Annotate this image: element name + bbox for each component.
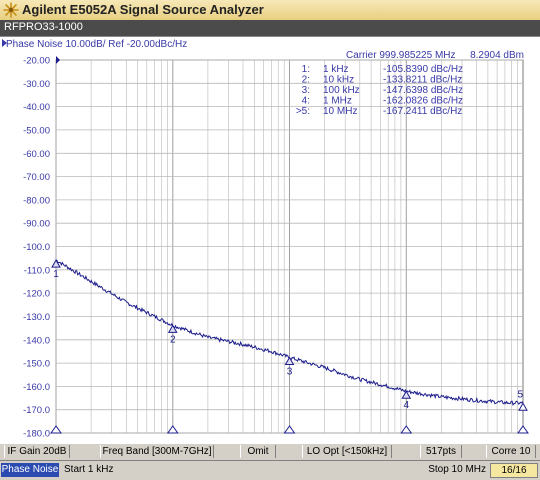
axis-marker-icon <box>400 425 413 434</box>
marker-label: 2 <box>170 334 176 345</box>
y-tick-label: -30.00 <box>23 79 50 90</box>
y-tick-label: -100.0 <box>23 242 50 253</box>
axis-marker-icon <box>50 425 62 434</box>
y-tick-label: -70.00 <box>23 172 50 183</box>
points-status[interactable]: 517pts <box>420 445 462 458</box>
y-tick-label: -60.00 <box>23 149 50 160</box>
y-tick-label: -90.00 <box>23 219 50 230</box>
mode-indicator[interactable]: Phase Noise <box>1 463 59 477</box>
plot-area[interactable]: -20.00 -30.00 -40.00 -50.00 -60.00 -70.00 -80.… <box>0 36 540 444</box>
marker-triangle-icon <box>518 402 528 411</box>
marker-label: 5 <box>517 389 523 400</box>
window-title: Agilent E5052A Signal Source Analyzer <box>22 2 264 17</box>
stop-frequency: Stop 10 MHz <box>428 464 486 475</box>
axis-marker-icon <box>166 425 179 434</box>
marker-table-id: 2: <box>302 75 310 86</box>
y-tick-label: -150.0 <box>23 359 50 370</box>
carrier-label: Carrier 999.985225 MHz <box>346 50 456 61</box>
marker-table-value: -147.6398 dBc/Hz <box>383 85 463 96</box>
marker-label: 1 <box>53 269 59 280</box>
y-tick-label: -80.00 <box>23 195 50 206</box>
marker-table-value: -162.0826 dBc/Hz <box>383 96 463 107</box>
y-tick-label: -110.0 <box>24 265 50 276</box>
y-tick-label: -180.0 <box>23 429 50 440</box>
channel-bar: RFPRO33-1000 <box>0 20 540 36</box>
bottom-bar: Phase Noise Start 1 kHz Stop 10 MHz 16/1… <box>0 460 540 480</box>
status-bar: IF Gain 20dB Freq Band [300M-7GHz] Omit … <box>0 443 540 460</box>
marker-table-value: -167.2411 dBc/Hz <box>383 106 462 117</box>
marker-label: 4 <box>403 400 409 411</box>
marker-label: 3 <box>287 367 293 378</box>
y-tick-label: -160.0 <box>23 382 50 393</box>
page-indicator[interactable]: 16/16 <box>490 463 538 478</box>
axis-markers <box>50 425 529 434</box>
marker-table-freq: 1 kHz <box>323 64 349 75</box>
carrier-power: 8.2904 dBm <box>470 50 524 61</box>
marker-table: 1: 1 kHz -105.8390 dBc/Hz 2: 10 kHz -133.8211… <box>296 64 463 117</box>
trace-header[interactable]: Phase Noise 10.00dB/ Ref -20.00dBc/Hz <box>6 39 187 50</box>
start-frequency: Start 1 kHz <box>64 464 114 475</box>
y-tick-label: -170.0 <box>23 405 50 416</box>
channel-name[interactable]: RFPRO33-1000 <box>4 21 83 33</box>
y-tick-label: -40.00 <box>23 102 50 113</box>
freq-band-status[interactable]: Freq Band [300M-7GHz] <box>100 445 214 458</box>
marker-triangle-icon <box>284 356 295 366</box>
chart-grid <box>55 59 524 434</box>
lo-opt-status[interactable]: LO Opt [<150kHz] <box>302 445 392 458</box>
omit-status[interactable]: Omit <box>240 445 276 458</box>
phase-noise-chart[interactable]: -20.00 -30.00 -40.00 -50.00 -60.00 -70.00 -80.… <box>0 37 540 444</box>
marker-triangle-icon <box>401 390 412 399</box>
y-tick-label: -140.0 <box>23 335 50 346</box>
y-tick-label: -20.00 <box>23 56 50 67</box>
marker-triangle-icon <box>51 259 61 268</box>
axis-marker-icon <box>517 425 529 434</box>
ref-level-icon <box>56 56 60 64</box>
if-gain-status[interactable]: IF Gain 20dB <box>4 445 70 458</box>
marker-table-freq: 10 MHz <box>323 106 357 117</box>
marker-table-freq: 10 kHz <box>323 75 354 86</box>
y-tick-label: -50.00 <box>23 125 50 136</box>
axis-marker-icon <box>283 425 296 434</box>
y-tick-label: -130.0 <box>23 312 50 323</box>
marker-triangle-icon <box>167 324 178 333</box>
marker-table-freq: 100 kHz <box>323 85 360 96</box>
marker-table-value: -105.8390 dBc/Hz <box>383 64 463 75</box>
marker-table-id: >5: <box>296 106 310 117</box>
corre-status[interactable]: Corre 10 <box>486 445 536 458</box>
marker-layer: 1 2 3 4 5 <box>51 259 528 411</box>
marker-table-id: 3: <box>302 85 310 96</box>
marker-table-id: 1: <box>302 64 310 75</box>
y-tick-label: -120.0 <box>23 289 50 300</box>
marker-table-freq: 1 MHz <box>323 96 352 107</box>
y-tick-labels: -20.00 -30.00 -40.00 -50.00 -60.00 -70.00 -80.… <box>23 56 60 440</box>
marker-table-value: -133.8211 dBc/Hz <box>383 75 462 86</box>
marker-table-id: 4: <box>302 96 310 107</box>
agilent-logo-icon <box>3 2 19 18</box>
trace-selector-icon <box>2 39 7 47</box>
title-bar: Agilent E5052A Signal Source Analyzer <box>0 0 540 21</box>
